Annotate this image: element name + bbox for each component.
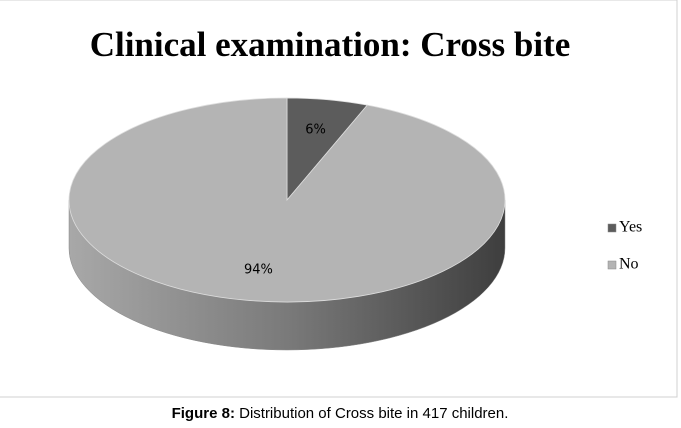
legend-swatch [607, 260, 617, 270]
caption-text: Distribution of Cross bite in 417 childr… [239, 405, 508, 422]
data-label: 94% [244, 263, 273, 278]
caption-label: Figure 8: [172, 405, 235, 422]
data-label: 6% [305, 122, 326, 137]
chart-frame [0, 0, 678, 398]
legend-swatch [607, 223, 617, 233]
legend-label: No [619, 256, 639, 273]
legend-label: Yes [619, 219, 642, 236]
chart-title: Clinical examination: Cross bite [90, 25, 571, 64]
caption: Figure 8: Distribution of Cross bite in … [172, 405, 509, 422]
pie-slice [68, 97, 506, 303]
